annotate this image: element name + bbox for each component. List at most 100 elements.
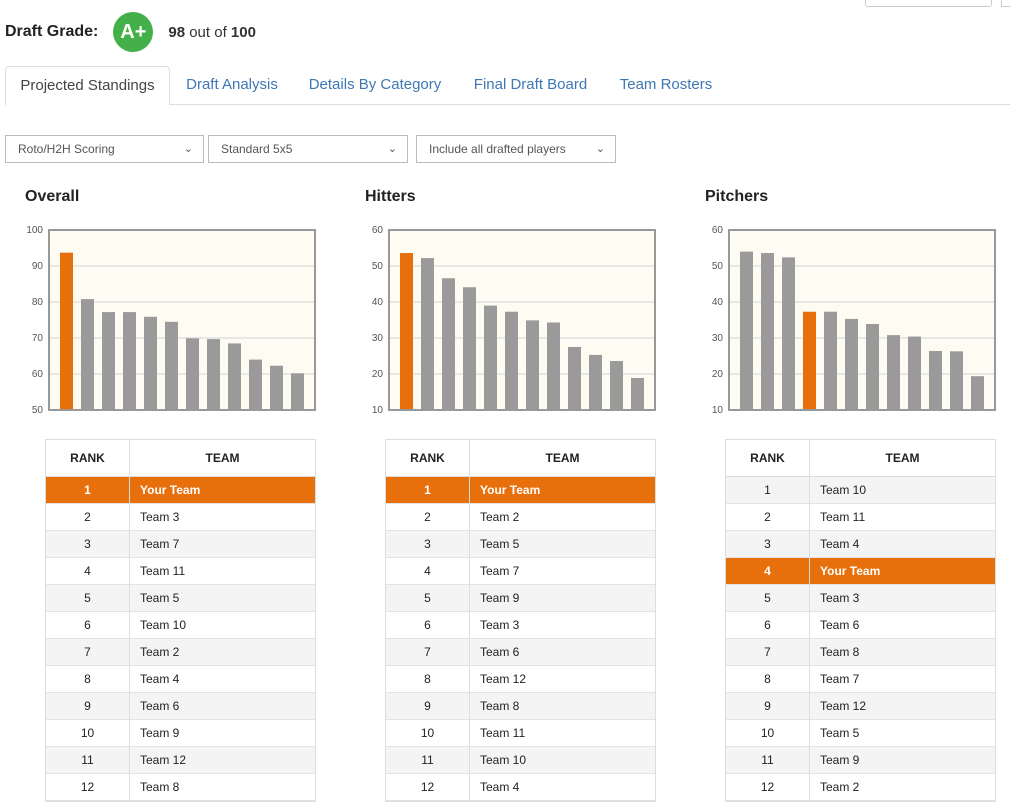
table-row: 5 Team 3 <box>726 585 995 612</box>
table-row: 5 Team 5 <box>46 585 315 612</box>
tab-draft-analysis[interactable]: Draft Analysis <box>186 76 278 93</box>
y-tick-label: 20 <box>712 369 724 380</box>
bar <box>740 251 753 410</box>
team-cell: Team 3 <box>480 618 520 632</box>
rank-cell: 4 <box>386 558 470 584</box>
rank-cell: 10 <box>386 720 470 746</box>
bar <box>484 305 497 410</box>
table-row: 9 Team 6 <box>46 693 315 720</box>
table-row: 3 Team 7 <box>46 531 315 558</box>
bar <box>505 311 518 410</box>
rank-cell: 10 <box>726 720 810 746</box>
team-cell: Team 5 <box>820 726 860 740</box>
table-row: 10 Team 9 <box>46 720 315 747</box>
table-row: 9 Team 12 <box>726 693 995 720</box>
rank-cell: 6 <box>726 612 810 638</box>
bar <box>866 323 879 410</box>
bar <box>908 336 921 410</box>
table-row: 3 Team 4 <box>726 531 995 558</box>
bar <box>165 321 178 410</box>
y-tick-label: 40 <box>372 297 384 308</box>
table-row: 2 Team 2 <box>386 504 655 531</box>
players-select[interactable]: Include all drafted players ⌄ <box>416 135 616 163</box>
rank-cell: 8 <box>726 666 810 692</box>
table-row: 7 Team 8 <box>726 639 995 666</box>
plot-border <box>728 229 996 411</box>
bar <box>102 312 115 410</box>
team-column-header: TEAM <box>205 451 240 465</box>
rank-cell: 2 <box>386 504 470 530</box>
panel-title: Overall <box>25 188 80 205</box>
rank-cell: 7 <box>386 639 470 665</box>
format-select-value: Standard 5x5 <box>221 142 293 156</box>
tab-projected-standings[interactable]: Projected Standings <box>5 66 170 106</box>
bar <box>782 257 795 410</box>
bar <box>270 365 283 410</box>
y-tick-label: 90 <box>32 261 44 272</box>
rank-cell: 1 <box>726 477 810 503</box>
standings-table: RANK TEAM 1 Team 10 2 Team 11 3 Team 4 4 Your Tea… <box>725 439 996 802</box>
rank-cell: 9 <box>726 693 810 719</box>
plot-border <box>48 229 316 411</box>
panel-title: Hitters <box>365 188 416 205</box>
rank-column-header: RANK <box>726 440 810 476</box>
tab-final-draft-board[interactable]: Final Draft Board <box>473 76 588 93</box>
bar <box>400 253 413 410</box>
team-cell: Your Team <box>140 483 201 497</box>
y-tick-label: 20 <box>372 369 384 380</box>
format-select[interactable]: Standard 5x5 ⌄ <box>208 135 408 163</box>
team-cell: Team 6 <box>140 699 180 713</box>
rank-cell: 1 <box>46 477 130 503</box>
team-cell: Team 7 <box>140 537 180 551</box>
table-header: RANK TEAM <box>386 440 655 477</box>
bar <box>249 359 262 410</box>
bar <box>971 376 984 410</box>
team-column-header: TEAM <box>545 451 580 465</box>
y-tick-label: 10 <box>712 405 724 416</box>
table-row: 4 Team 11 <box>46 558 315 585</box>
bar <box>547 322 560 410</box>
rank-cell: 12 <box>726 774 810 800</box>
bar <box>887 335 900 410</box>
rank-cell: 3 <box>386 531 470 557</box>
team-cell: Team 6 <box>820 618 860 632</box>
bar <box>463 287 476 410</box>
chevron-down-icon: ⌄ <box>387 143 397 155</box>
tab-bar: Projected Standings Draft Analysis Detai… <box>5 66 1010 106</box>
team-cell: Team 3 <box>140 510 180 524</box>
table-row: 6 Team 6 <box>726 612 995 639</box>
table-row: 11 Team 10 <box>386 747 655 774</box>
rank-cell: 11 <box>386 747 470 773</box>
rank-cell: 4 <box>726 558 810 584</box>
team-cell: Team 10 <box>480 753 527 767</box>
team-cell: Team 8 <box>480 699 520 713</box>
table-row: 5 Team 9 <box>386 585 655 612</box>
team-cell: Team 7 <box>820 672 860 686</box>
overall-chart: 50 60 70 80 90 100 <box>26 225 316 416</box>
rank-cell: 6 <box>386 612 470 638</box>
top-control-2[interactable] <box>1001 0 1010 7</box>
top-control[interactable] <box>865 0 992 7</box>
table-row-your-team: 1 Your Team <box>46 477 315 504</box>
panel-title: Pitchers <box>705 188 769 205</box>
rank-cell: 11 <box>726 747 810 773</box>
grade-score: 98 out of 100 <box>168 24 256 41</box>
team-cell: Team 5 <box>480 537 520 551</box>
rank-cell: 2 <box>726 504 810 530</box>
y-tick-label: 50 <box>32 405 44 416</box>
rank-cell: 9 <box>386 693 470 719</box>
team-column-header: TEAM <box>885 451 920 465</box>
table-row: 12 Team 8 <box>46 774 315 801</box>
team-cell: Team 11 <box>140 564 186 578</box>
table-row-your-team: 1 Your Team <box>386 477 655 504</box>
tab-team-rosters[interactable]: Team Rosters <box>619 76 713 93</box>
scoring-select[interactable]: Roto/H2H Scoring ⌄ <box>5 135 204 163</box>
standings-table: RANK TEAM 1 Your Team 2 Team 2 3 Team 5 4 Team 7 5… <box>385 439 656 802</box>
rank-cell: 1 <box>386 477 470 503</box>
bar <box>60 252 73 410</box>
rank-cell: 12 <box>386 774 470 800</box>
chevron-down-icon: ⌄ <box>595 143 605 155</box>
rank-cell: 7 <box>726 639 810 665</box>
tab-details-by-category[interactable]: Details By Category <box>308 76 442 93</box>
